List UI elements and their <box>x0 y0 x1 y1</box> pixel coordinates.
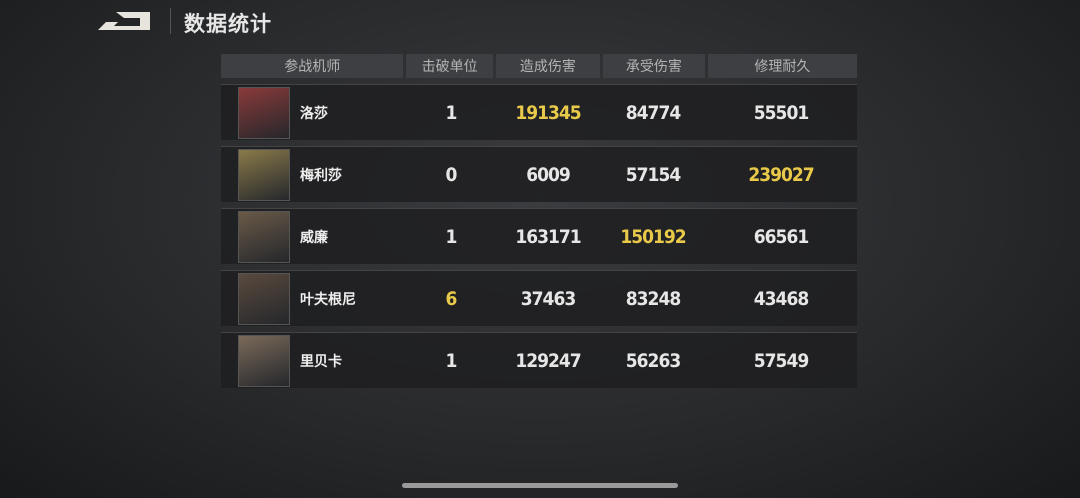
pilot-name: 叶夫根尼 <box>300 291 356 308</box>
avatar <box>238 148 290 201</box>
dealt-value: 6009 <box>526 163 571 186</box>
table-row[interactable]: 里贝卡 1 129247 56263 57549 <box>221 332 857 388</box>
pilot-cell: 叶夫根尼 <box>221 271 407 326</box>
repair-value: 239027 <box>748 163 814 186</box>
taken-value: 57154 <box>625 163 681 186</box>
dealt-value: 191345 <box>515 101 581 124</box>
page-title: 数据统计 <box>184 12 272 36</box>
repair-value: 66561 <box>753 225 809 248</box>
pilot-name: 洛莎 <box>300 105 328 122</box>
avatar <box>238 210 290 263</box>
table-row[interactable]: 洛莎 1 191345 84774 55501 <box>221 84 857 140</box>
kills-value: 1 <box>445 225 458 248</box>
avatar <box>238 272 290 325</box>
table-row[interactable]: 梅利莎 0 6009 57154 239027 <box>221 146 857 202</box>
back-arrow-icon[interactable] <box>96 10 152 32</box>
stats-table: 参战机师 击破单位 造成伤害 承受伤害 修理耐久 洛莎 1 191345 84774 5… <box>221 54 857 388</box>
pilot-cell: 里贝卡 <box>221 333 407 388</box>
avatar <box>238 86 290 139</box>
col-damage-taken: 承受伤害 <box>602 54 705 78</box>
pilot-name: 威廉 <box>300 229 328 246</box>
kills-value: 1 <box>445 101 458 124</box>
dealt-value: 129247 <box>515 349 581 372</box>
taken-value: 56263 <box>625 349 681 372</box>
pilot-cell: 洛莎 <box>221 85 407 140</box>
avatar <box>238 334 290 387</box>
table-row[interactable]: 威廉 1 163171 150192 66561 <box>221 208 857 264</box>
col-repair: 修理耐久 <box>707 54 857 78</box>
divider <box>170 8 171 34</box>
pilot-cell: 梅利莎 <box>221 147 407 202</box>
repair-value: 43468 <box>753 287 809 310</box>
col-pilot: 参战机师 <box>221 54 404 78</box>
taken-value: 150192 <box>620 225 686 248</box>
pilot-name: 梅利莎 <box>300 167 342 184</box>
taken-value: 84774 <box>625 101 681 124</box>
dealt-value: 37463 <box>520 287 576 310</box>
repair-value: 57549 <box>753 349 809 372</box>
dealt-value: 163171 <box>515 225 581 248</box>
col-kills: 击破单位 <box>406 54 493 78</box>
table-header: 参战机师 击破单位 造成伤害 承受伤害 修理耐久 <box>221 54 857 78</box>
kills-value: 0 <box>445 163 458 186</box>
pilot-name: 里贝卡 <box>300 353 342 370</box>
table-row[interactable]: 叶夫根尼 6 37463 83248 43468 <box>221 270 857 326</box>
kills-value: 1 <box>445 349 458 372</box>
kills-value: 6 <box>445 287 458 310</box>
pilot-cell: 威廉 <box>221 209 407 264</box>
home-indicator[interactable] <box>402 483 678 488</box>
col-damage-dealt: 造成伤害 <box>495 54 600 78</box>
repair-value: 55501 <box>753 101 809 124</box>
taken-value: 83248 <box>625 287 681 310</box>
